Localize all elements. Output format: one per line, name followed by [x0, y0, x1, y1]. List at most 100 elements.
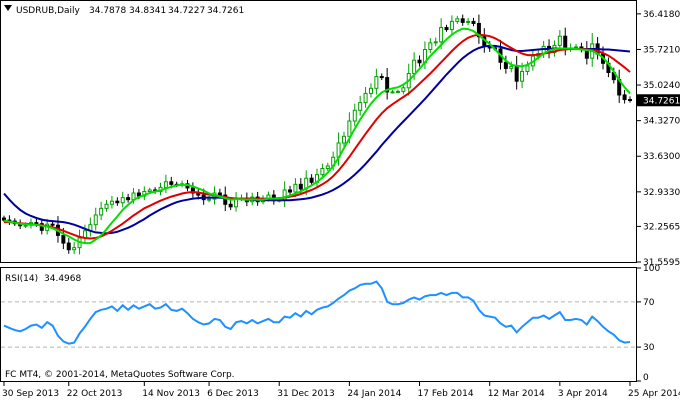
- candle-body: [460, 18, 465, 23]
- candle-body: [401, 87, 406, 92]
- rsi-line: [3, 280, 631, 345]
- time-tick-label: 30 Sep 2013: [2, 389, 59, 399]
- candle-body: [455, 18, 460, 22]
- candle-body: [557, 35, 562, 46]
- price-tick-label: 36.4180: [643, 10, 680, 20]
- time-tick-label: 22 Oct 2013: [67, 389, 123, 399]
- ohlc-high: 34.8341: [129, 6, 166, 16]
- price-tick-label: 33.6300: [643, 152, 680, 162]
- candle-body: [309, 177, 314, 183]
- time-tick-label: 6 Dec 2013: [207, 389, 259, 399]
- candle-body: [466, 20, 471, 23]
- rsi-panel-frame: [0, 267, 637, 382]
- candle-body: [115, 200, 120, 204]
- candle-body: [325, 165, 330, 170]
- candle-body: [509, 65, 514, 69]
- candle-body: [433, 41, 438, 44]
- candle-body: [358, 102, 363, 111]
- time-tick-label: 14 Nov 2013: [142, 389, 200, 399]
- rsi-panel: 100 70 30 0 RSI(14) 34.4968 FC MT4, © 2001-…: [0, 264, 660, 383]
- price-panel: 36.4180 35.7210 35.0240 34.3270 33.6300 32.93…: [0, 0, 680, 268]
- candle-body: [379, 76, 384, 79]
- ohlc-close: 34.7261: [207, 6, 244, 16]
- candle-body: [428, 42, 433, 51]
- candle-body: [126, 197, 131, 201]
- price-tick-label: 35.0240: [643, 81, 680, 91]
- ohlc-open: 34.7878: [89, 6, 126, 16]
- symbol-title: USDRUB,Daily: [16, 6, 81, 16]
- candle-body: [341, 135, 346, 144]
- candle-body: [120, 197, 125, 204]
- candle-body: [368, 87, 373, 94]
- rsi-content: [1, 280, 636, 348]
- candle-body: [223, 194, 228, 205]
- candle-body: [34, 222, 39, 225]
- candle-body: [66, 242, 71, 251]
- candle-body: [293, 183, 298, 193]
- candle-body: [574, 46, 579, 49]
- candle-body: [228, 203, 233, 208]
- price-content: [2, 14, 632, 255]
- ohlc-low: 34.7227: [168, 6, 205, 16]
- candle-body: [503, 61, 508, 69]
- candle-body: [444, 27, 449, 31]
- candle-body: [163, 181, 168, 188]
- candle-body: [520, 70, 525, 82]
- time-tick-label: 31 Dec 2013: [277, 389, 335, 399]
- candle-body: [93, 214, 98, 226]
- candle-body: [363, 92, 368, 104]
- candle-body: [385, 77, 390, 93]
- price-axis: 36.4180 35.7210 35.0240 34.3270 33.6300 32.93…: [637, 10, 680, 268]
- candle-body: [136, 192, 141, 197]
- candle-body: [390, 91, 395, 94]
- candle-body: [320, 168, 325, 176]
- price-panel-frame: [0, 0, 637, 263]
- price-tick-label: 34.3270: [643, 117, 680, 127]
- chart-shift-marker-icon: [4, 5, 12, 11]
- price-tick-label: 32.9330: [643, 188, 680, 198]
- candle-body: [471, 20, 476, 24]
- time-axis: 30 Sep 2013 22 Oct 2013 14 Nov 2013 6 Dec 2…: [2, 382, 680, 399]
- ma-fast-line: [3, 27, 631, 245]
- candle-body: [622, 94, 627, 101]
- candle-body: [563, 35, 568, 49]
- candle-body: [412, 59, 417, 75]
- candle-body: [147, 189, 152, 192]
- price-tick-label: 31.5595: [643, 258, 680, 268]
- candle-body: [207, 198, 212, 201]
- candle-body: [476, 22, 481, 38]
- candle-body: [417, 59, 422, 64]
- copyright-text: FC MT4, © 2001-2014, MetaQuotes Software…: [5, 370, 235, 380]
- candle-body: [104, 203, 109, 209]
- candle-body: [109, 200, 114, 205]
- price-tick-label: 32.2565: [643, 222, 680, 232]
- candle-body: [347, 120, 352, 137]
- candle-body: [288, 189, 293, 193]
- rsi-tick-label: 100: [643, 264, 660, 274]
- rsi-tick-label: 70: [643, 298, 655, 308]
- candle-body: [169, 181, 174, 185]
- time-tick-label: 17 Feb 2014: [418, 389, 474, 399]
- candle-body: [352, 109, 357, 122]
- candle-body: [628, 99, 632, 102]
- candle-body: [514, 65, 519, 82]
- candle-body: [2, 217, 6, 221]
- time-tick-label: 25 Apr 2014: [628, 389, 680, 399]
- candle-body: [525, 65, 530, 72]
- rsi-tick-label: 30: [643, 343, 655, 353]
- time-tick-label: 3 Apr 2014: [558, 389, 608, 399]
- price-tick-label: 35.7210: [643, 45, 680, 55]
- candle-body: [99, 207, 104, 216]
- candle-body: [61, 234, 66, 244]
- candle-body: [23, 224, 28, 227]
- rsi-value: 34.4968: [44, 274, 81, 284]
- ma-mid-line: [4, 33, 631, 240]
- rsi-axis: 100 70 30 0: [637, 264, 660, 383]
- candle-body: [190, 187, 195, 194]
- current-price-label: 34.7261: [643, 96, 680, 106]
- candle-body: [439, 27, 444, 43]
- candle-body: [449, 20, 454, 31]
- candle-body: [50, 223, 55, 226]
- rsi-tick-label: 0: [643, 373, 649, 383]
